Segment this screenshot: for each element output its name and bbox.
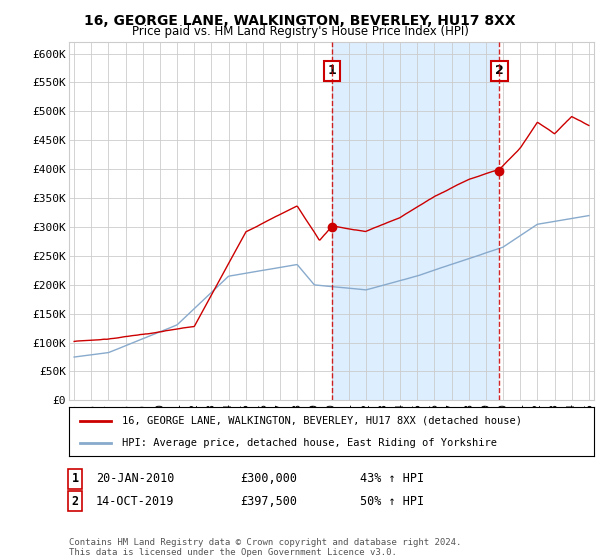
Text: £397,500: £397,500 — [240, 494, 297, 508]
Text: 50% ↑ HPI: 50% ↑ HPI — [360, 494, 424, 508]
Text: 1: 1 — [328, 64, 337, 77]
Text: £300,000: £300,000 — [240, 472, 297, 486]
Text: Price paid vs. HM Land Registry's House Price Index (HPI): Price paid vs. HM Land Registry's House … — [131, 25, 469, 38]
Text: 16, GEORGE LANE, WALKINGTON, BEVERLEY, HU17 8XX: 16, GEORGE LANE, WALKINGTON, BEVERLEY, H… — [84, 14, 516, 28]
Text: HPI: Average price, detached house, East Riding of Yorkshire: HPI: Average price, detached house, East… — [121, 437, 497, 447]
Text: 43% ↑ HPI: 43% ↑ HPI — [360, 472, 424, 486]
Text: Contains HM Land Registry data © Crown copyright and database right 2024.
This d: Contains HM Land Registry data © Crown c… — [69, 538, 461, 557]
Text: 2: 2 — [495, 64, 504, 77]
Text: 1: 1 — [71, 472, 79, 486]
Text: 16, GEORGE LANE, WALKINGTON, BEVERLEY, HU17 8XX (detached house): 16, GEORGE LANE, WALKINGTON, BEVERLEY, H… — [121, 416, 521, 426]
Text: 2: 2 — [71, 494, 79, 508]
Text: 20-JAN-2010: 20-JAN-2010 — [96, 472, 175, 486]
Text: 14-OCT-2019: 14-OCT-2019 — [96, 494, 175, 508]
Bar — [332, 42, 499, 400]
